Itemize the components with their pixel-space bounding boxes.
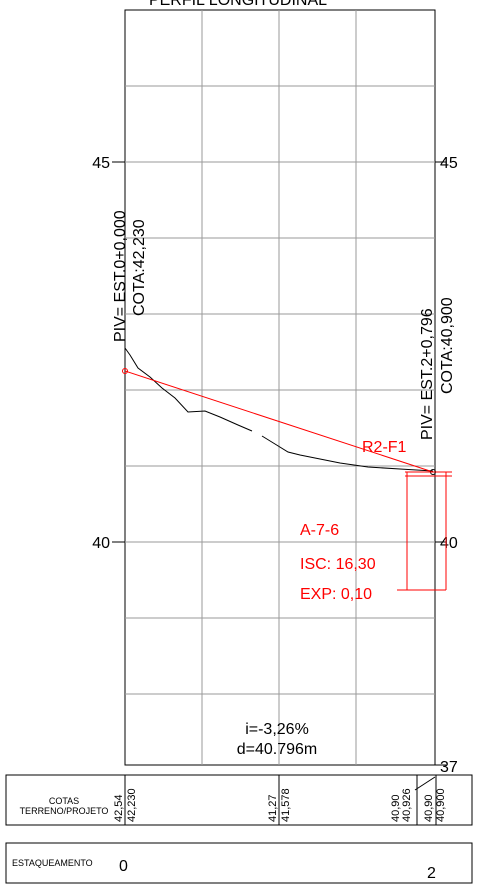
grade-distance: d=40.796m — [237, 741, 318, 758]
table-cotas-label-2: TERRENO/PROJETO — [20, 806, 109, 816]
piv-end-label: PIV= EST.2+0,796 — [419, 308, 436, 440]
y-axis-right-label-45: 45 — [440, 155, 458, 172]
piv-start-label: PIV= EST.0+0,000 — [112, 210, 129, 342]
cota-projeto-3: 40,900 — [435, 788, 447, 822]
table-estaq-label: ESTAQUEAMENTO — [12, 858, 93, 868]
table-cotas-label-1: COTAS — [49, 796, 79, 806]
design-grade-line — [124, 370, 434, 473]
cota-projeto-1: 41,578 — [280, 788, 292, 822]
cota-terreno-3: 40,90 — [423, 794, 435, 822]
station-0: 0 — [119, 858, 128, 875]
cota-terreno-2: 40,90 — [390, 794, 402, 822]
sondagem-exp: EXP: 0,10 — [300, 586, 372, 603]
piv-start-marker — [122, 368, 128, 374]
sondagem-soil-class: A-7-6 — [300, 522, 339, 539]
y-axis-ticks — [112, 161, 446, 766]
sondagem-symbol — [405, 471, 452, 591]
y-axis-left-label-40: 40 — [92, 535, 110, 552]
y-axis-right-label-40: 40 — [440, 535, 458, 552]
cota-projeto-0: 42,230 — [126, 788, 138, 822]
profile-table — [5, 774, 473, 884]
grid — [124, 9, 436, 766]
cota-projeto-2: 40,926 — [401, 788, 413, 822]
cota-terreno-0: 42,54 — [113, 794, 125, 822]
piv-end-cota: COTA:40,900 — [439, 297, 456, 394]
piv-start-cota: COTA:42,230 — [131, 219, 148, 316]
cota-terreno-1: 41,27 — [267, 794, 279, 822]
y-axis-left-label-45: 45 — [92, 155, 110, 172]
terrain-profile-line-2 — [261, 435, 434, 472]
y-axis-right-label-37: 37 — [440, 759, 458, 776]
grade-slope: i=-3,26% — [245, 721, 309, 738]
station-2: 2 — [427, 865, 436, 882]
sondagem-id: R2-F1 — [362, 439, 407, 456]
drawing-title: PERFIL LONGITUDINAL — [149, 0, 327, 9]
terrain-profile-line — [124, 347, 253, 432]
sondagem-isc: ISC: 16,30 — [300, 556, 376, 573]
